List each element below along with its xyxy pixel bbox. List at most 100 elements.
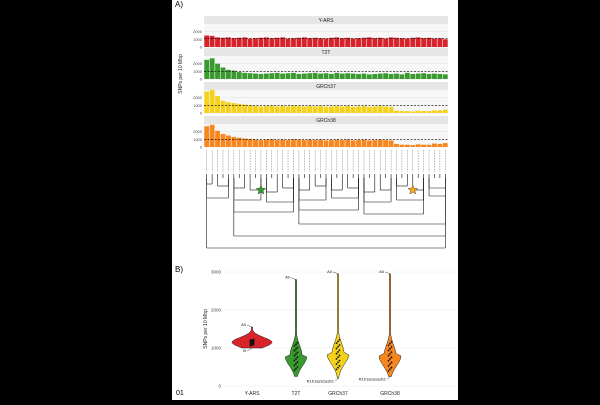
- panel-strip: [204, 82, 448, 90]
- data-point: [387, 364, 390, 367]
- bar: [225, 135, 231, 147]
- bar: [307, 73, 313, 79]
- bar: [426, 74, 432, 79]
- bar: [404, 111, 410, 113]
- data-point: [338, 344, 341, 346]
- bar: [247, 105, 253, 113]
- bar: [274, 72, 280, 79]
- orange-star-icon: [407, 184, 418, 195]
- bar: [285, 38, 291, 47]
- bar: [421, 38, 427, 47]
- bar: [236, 103, 242, 113]
- y-tick-label: 0: [200, 45, 203, 50]
- data-point: [337, 340, 339, 343]
- violin-0: Y-ARS: [231, 326, 273, 397]
- annotation-leader: [384, 271, 391, 275]
- bar: [209, 90, 215, 113]
- bar: [345, 73, 351, 79]
- bar: [356, 140, 361, 147]
- bar: [399, 74, 405, 79]
- bar: [242, 138, 248, 147]
- y-tick-label: 2000: [193, 61, 203, 66]
- green-star-icon: [255, 184, 267, 195]
- data-point: [389, 347, 391, 350]
- bar: [350, 38, 356, 47]
- bar: [296, 37, 302, 47]
- data-point: [389, 363, 391, 366]
- bar: [285, 140, 291, 147]
- bar: [426, 144, 432, 147]
- bar: [215, 96, 220, 113]
- data-point: [338, 349, 341, 352]
- data-point: [389, 358, 391, 360]
- violin-plot: 0 1000 2000 3000 Y-ARS T2T GRCh37 GRCh38 A0 B A0 A0…: [211, 269, 456, 397]
- bar: [404, 72, 410, 79]
- bar: [236, 137, 242, 147]
- bar: [388, 140, 394, 147]
- bar: [225, 37, 231, 47]
- bar: [383, 38, 389, 47]
- bar: [404, 144, 410, 147]
- data-point: [296, 351, 299, 354]
- bar: [242, 104, 248, 113]
- bar: [247, 38, 253, 47]
- bar: [356, 106, 361, 113]
- bar: [301, 140, 307, 147]
- bar: [280, 73, 286, 79]
- bar: [285, 73, 291, 79]
- bar: [366, 37, 372, 47]
- bar: [296, 139, 302, 147]
- data-point: [387, 354, 390, 357]
- bar: [301, 106, 307, 113]
- data-point: [338, 364, 341, 367]
- annotation-label: A0: [285, 275, 291, 280]
- bar: [383, 140, 389, 147]
- bar: [372, 106, 378, 113]
- bar: [209, 58, 215, 79]
- annotation-leader: [246, 347, 253, 352]
- bar: [231, 38, 237, 47]
- y-tick-label: 1000: [211, 346, 222, 351]
- bar: [253, 73, 258, 79]
- bar: [399, 144, 405, 147]
- phylogenetic-tree: [206, 150, 446, 249]
- bar: [247, 73, 253, 79]
- data-point: [295, 357, 297, 360]
- y-tick-label: 2000: [193, 129, 203, 134]
- bar: [318, 139, 323, 147]
- bar: [274, 37, 280, 47]
- bar: [432, 143, 437, 147]
- data-point: [251, 338, 253, 341]
- bar: [339, 38, 345, 47]
- bar: [209, 124, 215, 147]
- annotation-label: R1b1a2a1a2b1: [307, 378, 335, 383]
- bar: [410, 145, 416, 147]
- bar: [394, 37, 399, 47]
- category-label: GRCh38: [380, 391, 400, 397]
- data-point: [387, 370, 390, 372]
- annotation-leader: [386, 376, 391, 380]
- annotation-label: A0: [327, 269, 333, 274]
- bar: [432, 73, 437, 79]
- bar: [258, 140, 264, 147]
- bar: [366, 106, 372, 113]
- panel-strip: [204, 16, 448, 24]
- bar: [301, 73, 307, 79]
- page-number: 01: [176, 390, 184, 397]
- bar: [291, 72, 296, 79]
- panel-strip: [204, 48, 448, 56]
- panel-b-label: B): [175, 265, 183, 274]
- y-tick-label: 1000: [193, 37, 203, 42]
- bar: [366, 74, 372, 79]
- bar: [323, 38, 329, 47]
- data-point: [295, 343, 297, 346]
- bar: [350, 106, 356, 113]
- figure: A) SNPs per 10 Mbp Y-ARS 0 1000 2000 T2T 0 100…: [172, 0, 458, 400]
- panel-title: T2T: [322, 50, 331, 56]
- bar: [437, 74, 443, 79]
- figure-svg: A) SNPs per 10 Mbp Y-ARS010002000T2T0100…: [175, 0, 456, 397]
- bar: [394, 143, 399, 147]
- data-point: [295, 348, 297, 351]
- bar: [442, 74, 448, 79]
- bar: [231, 137, 237, 147]
